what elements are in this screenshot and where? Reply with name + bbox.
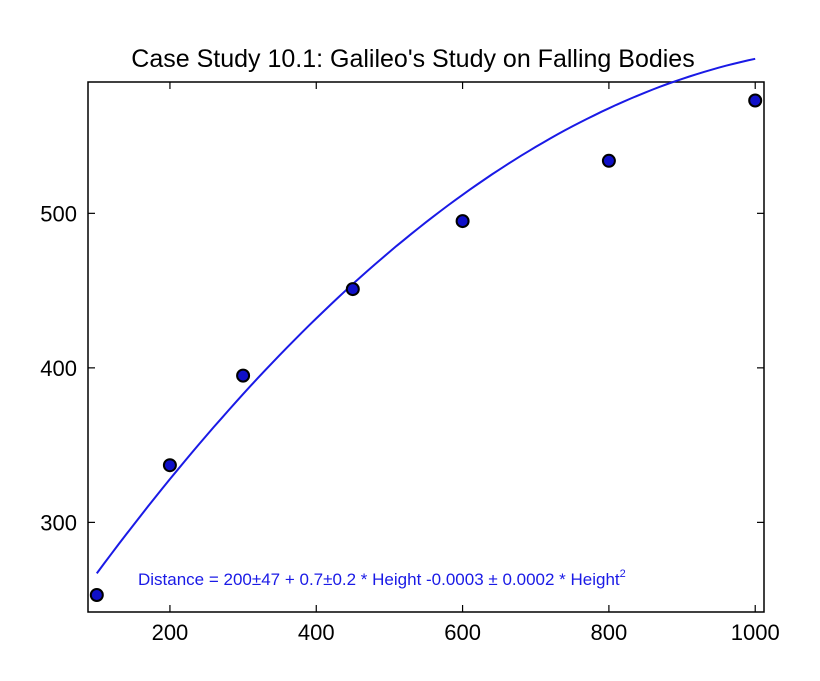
chart-title: Case Study 10.1: Galileo's Study on Fall… bbox=[131, 45, 694, 73]
fit-equation-text: Distance = 200±47 + 0.7±0.2 * Height -0.… bbox=[138, 570, 620, 589]
x-tick-label: 200 bbox=[152, 620, 189, 645]
data-point bbox=[601, 153, 616, 168]
x-tick-label: 800 bbox=[591, 620, 628, 645]
fit-curve bbox=[95, 57, 756, 574]
y-axis: 300 400 500 bbox=[40, 201, 764, 535]
x-axis: 200 400 600 800 1000 bbox=[152, 82, 780, 645]
fit-equation-superscript: 2 bbox=[620, 568, 626, 580]
fit-equation-annotation: Distance = 200±47 + 0.7±0.2 * Height -0.… bbox=[138, 568, 626, 589]
y-tick-label: 500 bbox=[40, 201, 77, 226]
data-point bbox=[455, 214, 470, 229]
x-tick-label: 1000 bbox=[731, 620, 780, 645]
data-point bbox=[236, 368, 251, 383]
plot-area-frame bbox=[87, 81, 765, 613]
data-point bbox=[162, 458, 177, 473]
data-point bbox=[345, 282, 360, 297]
y-tick-label: 300 bbox=[40, 510, 77, 535]
data-point bbox=[748, 93, 763, 108]
x-tick-label: 600 bbox=[444, 620, 481, 645]
x-tick-label: 400 bbox=[298, 620, 335, 645]
y-tick-label: 400 bbox=[40, 356, 77, 381]
data-points bbox=[89, 93, 763, 602]
data-point bbox=[89, 588, 104, 602]
